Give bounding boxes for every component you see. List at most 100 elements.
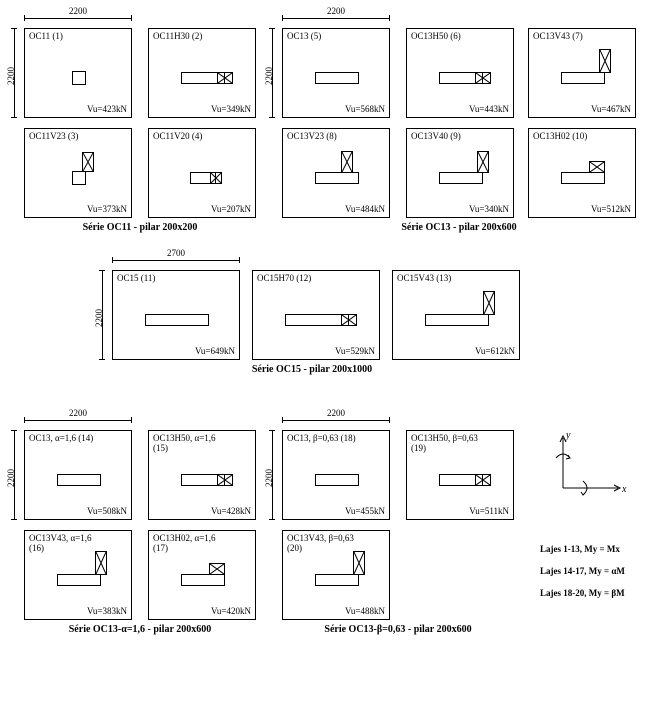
- column-icon: [145, 314, 209, 326]
- specimen-panel-p8: OC13V23 (8) Vu=484kN: [282, 128, 390, 218]
- series-label-oc13b: Série OC13-β=0,63 - pilar 200x600: [282, 624, 514, 635]
- column-icon: [439, 172, 483, 184]
- specimen-panel-p16: OC13V43, α=1,6 (16) Vu=383kN: [24, 530, 132, 620]
- panel-title: OC11V20 (4): [153, 132, 202, 142]
- column-icon: [315, 574, 359, 586]
- series-label-oc13: Série OC13 - pilar 200x600: [282, 222, 636, 233]
- panel-title: OC15 (11): [117, 274, 155, 284]
- column-icon: [561, 72, 605, 84]
- dim-tick: [11, 430, 17, 431]
- dim-line-h1: [24, 18, 132, 19]
- panel-title: OC13V43 (7): [533, 32, 583, 42]
- dim-line-h4: [24, 420, 132, 421]
- panel-vu: Vu=529kN: [335, 346, 375, 356]
- panel-vu: Vu=467kN: [591, 104, 631, 114]
- column-icon: [72, 71, 86, 85]
- dim-tick: [11, 519, 17, 520]
- dim-tick: [269, 28, 275, 29]
- opening-h-icon: [589, 161, 605, 173]
- column-icon: [72, 171, 86, 185]
- panel-title: OC13H02 (10): [533, 132, 587, 142]
- panel-vu: Vu=455kN: [345, 506, 385, 516]
- dim-tick: [11, 28, 17, 29]
- specimen-panel-p5: OC13 (5) Vu=568kN: [282, 28, 390, 118]
- specimen-panel-p17: OC13H02, α=1,6 (17)Vu=420kN: [148, 530, 256, 620]
- opening-v-icon: [82, 152, 94, 172]
- opening-h-icon: [475, 72, 491, 84]
- svg-text:x: x: [621, 484, 627, 495]
- panel-title: OC11H30 (2): [153, 32, 202, 42]
- dim-tick: [99, 359, 105, 360]
- dim-label-v5: 2200: [264, 469, 274, 487]
- series-label-oc11: Série OC11 - pilar 200x200: [24, 222, 256, 233]
- opening-h-icon: [341, 314, 357, 326]
- panel-vu: Vu=649kN: [195, 346, 235, 356]
- panel-title: OC13H50, β=0,63 (19): [411, 434, 478, 454]
- axes-diagram: y x: [548, 428, 638, 508]
- panel-title: OC13, α=1,6 (14): [29, 434, 93, 444]
- legend-line-1: Lajes 1-13, My = Mx: [540, 544, 620, 554]
- dim-tick: [269, 117, 275, 118]
- specimen-panel-p19: OC13H50, β=0,63 (19) Vu=511kN: [406, 430, 514, 520]
- specimen-panel-p15: OC13H50, α=1,6 (15) Vu=428kN: [148, 430, 256, 520]
- panel-vu: Vu=508kN: [87, 506, 127, 516]
- panel-vu: Vu=511kN: [469, 506, 509, 516]
- column-icon: [425, 314, 489, 326]
- panel-title: OC13 (5): [287, 32, 321, 42]
- panel-vu: Vu=383kN: [87, 606, 127, 616]
- opening-v-icon: [95, 551, 107, 575]
- panel-vu: Vu=612kN: [475, 346, 515, 356]
- opening-v-icon: [353, 551, 365, 575]
- panel-vu: Vu=443kN: [469, 104, 509, 114]
- panel-vu: Vu=484kN: [345, 204, 385, 214]
- opening-v-icon: [341, 151, 353, 173]
- specimen-panel-p2: OC11H30 (2) Vu=349kN: [148, 28, 256, 118]
- panel-title: OC13V43, α=1,6 (16): [29, 534, 92, 554]
- panel-title: OC13H50, α=1,6 (15): [153, 434, 216, 454]
- column-icon: [285, 314, 349, 326]
- dim-label-v3: 2200: [94, 309, 104, 327]
- panel-title: OC11 (1): [29, 32, 63, 42]
- panel-vu: Vu=512kN: [591, 204, 631, 214]
- legend-line-3: Lajes 18-20, My = βM: [540, 588, 625, 598]
- dim-tick: [269, 430, 275, 431]
- panel-title: OC13V43, β=0,63 (20): [287, 534, 354, 554]
- dim-label-h5: 2200: [282, 408, 390, 418]
- panel-vu: Vu=340kN: [469, 204, 509, 214]
- dim-label-v2: 2200: [264, 67, 274, 85]
- opening-h-icon: [217, 474, 233, 486]
- specimen-panel-p18: OC13, β=0,63 (18)Vu=455kN: [282, 430, 390, 520]
- dim-tick: [269, 519, 275, 520]
- panel-vu: Vu=488kN: [345, 606, 385, 616]
- panel-title: OC13H02, α=1,6 (17): [153, 534, 216, 554]
- panel-vu: Vu=423kN: [87, 104, 127, 114]
- panel-vu: Vu=428kN: [211, 506, 251, 516]
- column-icon: [315, 72, 359, 84]
- panel-title: OC11V23 (3): [29, 132, 78, 142]
- specimen-panel-p6: OC13H50 (6) Vu=443kN: [406, 28, 514, 118]
- panel-title: OC13H50 (6): [411, 32, 461, 42]
- dim-label-h2: 2200: [282, 6, 390, 16]
- opening-h-icon: [217, 72, 233, 84]
- opening-h-icon: [475, 474, 491, 486]
- column-icon: [561, 172, 605, 184]
- specimen-panel-p10: OC13H02 (10) Vu=512kN: [528, 128, 636, 218]
- specimen-panel-p13: OC15V43 (13) Vu=612kN: [392, 270, 520, 360]
- legend-line-2: Lajes 14-17, My = αM: [540, 566, 625, 576]
- specimen-panel-p20: OC13V43, β=0,63 (20) Vu=488kN: [282, 530, 390, 620]
- dim-label-v4: 2200: [6, 469, 16, 487]
- opening-v-icon: [483, 291, 495, 315]
- panel-title: OC15V43 (13): [397, 274, 451, 284]
- opening-h-icon: [210, 172, 222, 184]
- series-label-oc15: Série OC15 - pilar 200x1000: [112, 364, 512, 375]
- panel-vu: Vu=568kN: [345, 104, 385, 114]
- specimen-panel-p4: OC11V20 (4)Vu=207kN: [148, 128, 256, 218]
- panel-vu: Vu=349kN: [211, 104, 251, 114]
- opening-v-icon: [477, 151, 489, 173]
- series-label-oc13a: Série OC13-α=1,6 - pilar 200x600: [24, 624, 256, 635]
- panel-title: OC13V23 (8): [287, 132, 337, 142]
- dim-label-v1: 2200: [6, 67, 16, 85]
- specimen-panel-p7: OC13V43 (7) Vu=467kN: [528, 28, 636, 118]
- dim-line-h3: [112, 260, 240, 261]
- specimen-panel-p14: OC13, α=1,6 (14) Vu=508kN: [24, 430, 132, 520]
